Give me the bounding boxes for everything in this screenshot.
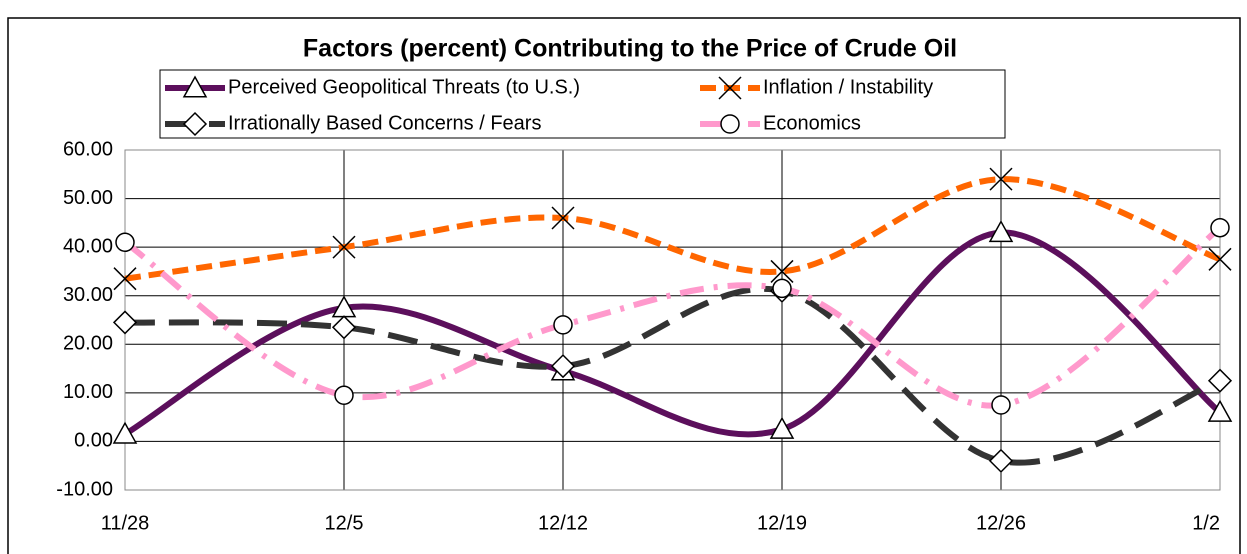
y-tick-label: 50.00 — [63, 187, 113, 209]
legend-label: Inflation / Instability — [763, 76, 933, 98]
x-tick-label: 12/26 — [976, 512, 1026, 534]
marker — [720, 114, 740, 134]
series-line — [124, 286, 1222, 466]
marker — [1208, 247, 1232, 271]
marker — [332, 235, 356, 259]
y-tick-label: 30.00 — [63, 284, 113, 306]
marker — [1210, 217, 1230, 238]
x-tick-label: 1/2 — [1192, 512, 1220, 534]
y-tick-label: -10.00 — [56, 478, 113, 500]
series-line — [123, 229, 1222, 438]
marker — [182, 75, 208, 98]
marker — [991, 395, 1011, 415]
marker — [772, 278, 792, 299]
marker — [989, 167, 1013, 191]
marker — [1207, 399, 1233, 422]
y-tick-label: 10.00 — [63, 381, 113, 403]
marker — [718, 76, 742, 100]
marker — [551, 206, 575, 230]
legend — [159, 69, 1006, 139]
marker — [331, 315, 357, 340]
legend-label: Irrationally Based Concerns / Fears — [228, 112, 541, 134]
marker — [334, 385, 354, 406]
marker — [550, 354, 576, 379]
legend-label: Perceived Geopolitical Threats (to U.S.) — [228, 76, 580, 98]
marker — [770, 259, 794, 283]
marker — [182, 111, 208, 137]
series-line — [123, 225, 1222, 409]
marker — [553, 315, 573, 335]
series-line — [124, 176, 1222, 282]
x-tick-label: 11/28 — [101, 512, 150, 534]
marker — [113, 267, 137, 291]
legend-label: Economics — [763, 112, 861, 134]
x-tick-label: 12/5 — [325, 512, 364, 534]
marker — [112, 421, 138, 444]
y-tick-label: 0.00 — [74, 430, 113, 452]
x-tick-label: 12/12 — [538, 512, 588, 534]
marker — [988, 220, 1014, 243]
marker — [115, 232, 135, 253]
x-tick-label: 12/19 — [757, 512, 807, 534]
marker — [988, 448, 1014, 473]
y-tick-label: 60.00 — [63, 138, 113, 160]
y-tick-label: 40.00 — [63, 235, 113, 257]
marker — [769, 416, 795, 439]
marker — [112, 310, 138, 335]
chart-title: Factors (percent) Contributing to the Pr… — [303, 35, 957, 63]
marker — [1207, 368, 1233, 393]
y-tick-label: 20.00 — [63, 333, 113, 355]
